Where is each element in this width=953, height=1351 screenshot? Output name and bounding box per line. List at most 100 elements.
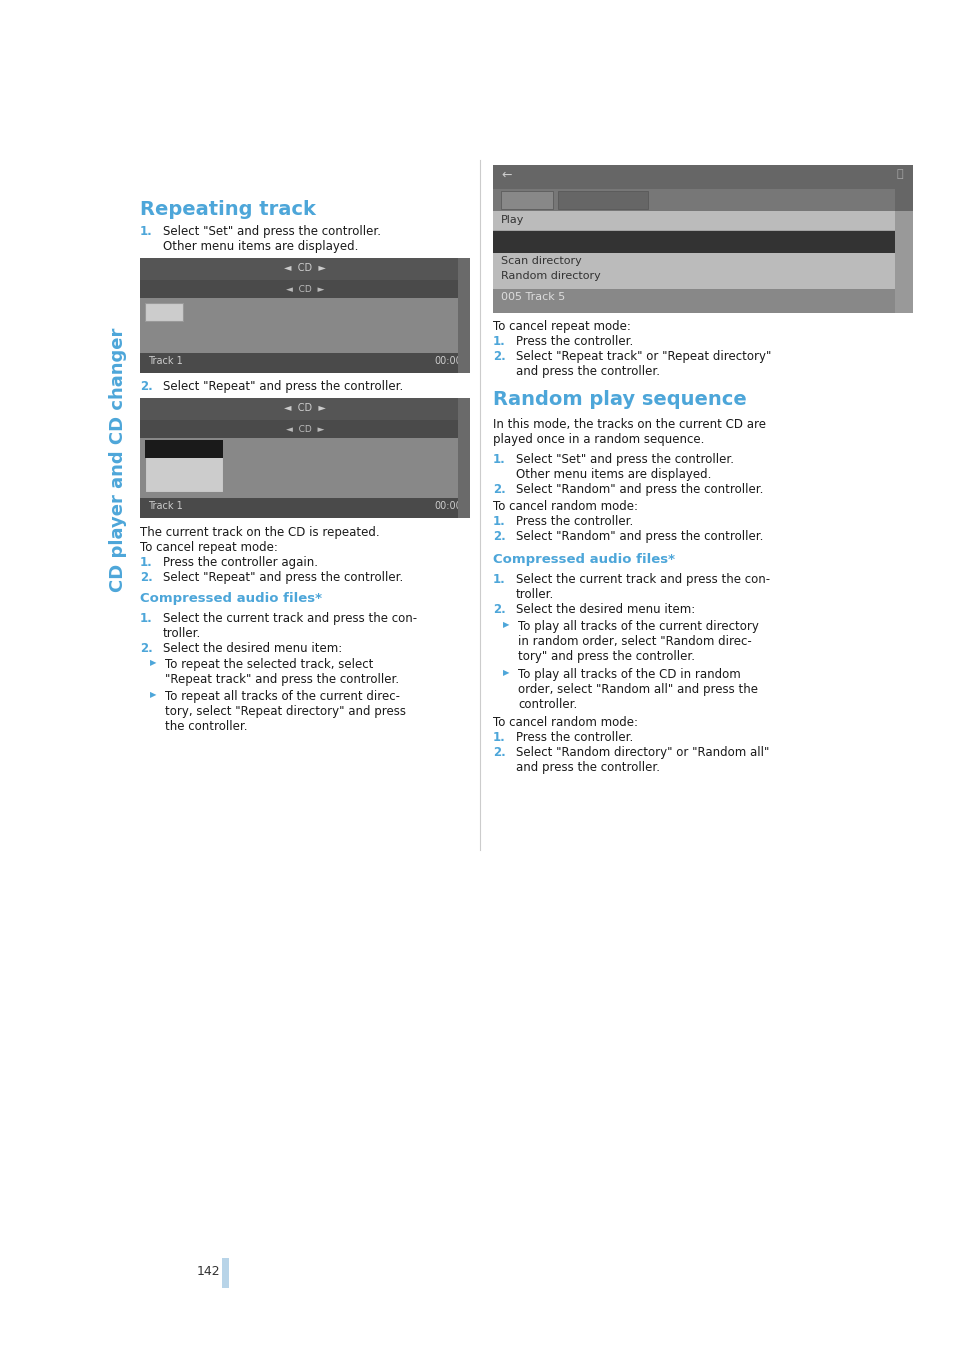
Text: 2.: 2. — [140, 380, 152, 393]
Text: Press the controller again.: Press the controller again. — [163, 557, 317, 569]
Text: To repeat all tracks of the current direc-: To repeat all tracks of the current dire… — [165, 690, 399, 703]
Text: To cancel repeat mode:: To cancel repeat mode: — [140, 540, 277, 554]
Text: ◄  CD  ►: ◄ CD ► — [286, 426, 324, 434]
Text: CD player and CD changer: CD player and CD changer — [109, 328, 127, 592]
Text: 1.: 1. — [493, 573, 505, 586]
Text: Press the controller.: Press the controller. — [516, 335, 633, 349]
Bar — [493, 231, 894, 253]
Text: Select "Repeat track" or "Repeat directory": Select "Repeat track" or "Repeat directo… — [516, 350, 771, 363]
Text: 005 Track 5: 005 Track 5 — [500, 292, 565, 303]
Bar — [140, 299, 470, 353]
Text: Compressed audio files*: Compressed audio files* — [493, 553, 675, 566]
Bar — [140, 258, 470, 280]
Text: ▶: ▶ — [502, 620, 509, 630]
Text: 142: 142 — [196, 1265, 220, 1278]
Text: ▶: ▶ — [150, 690, 156, 698]
Text: Other menu items are displayed.: Other menu items are displayed. — [516, 467, 711, 481]
Text: Select the desired menu item:: Select the desired menu item: — [163, 642, 342, 655]
Bar — [140, 438, 470, 499]
Text: tory" and press the controller.: tory" and press the controller. — [517, 650, 695, 663]
Text: Play: Play — [500, 215, 524, 226]
Text: and press the controller.: and press the controller. — [516, 365, 659, 378]
Text: Select the current track and press the con-: Select the current track and press the c… — [516, 573, 769, 586]
Text: ▲: ▲ — [461, 267, 466, 274]
Bar — [140, 420, 470, 438]
Text: the controller.: the controller. — [165, 720, 247, 734]
Text: ◄  CD  ►: ◄ CD ► — [286, 285, 324, 295]
Text: To play all tracks of the CD in random: To play all tracks of the CD in random — [517, 667, 740, 681]
Text: 2.: 2. — [493, 530, 505, 543]
Text: "Repeat track" and press the controller.: "Repeat track" and press the controller. — [165, 673, 398, 686]
Text: 2.: 2. — [493, 746, 505, 759]
Text: 00:00: 00:00 — [434, 357, 461, 366]
Text: Press the controller.: Press the controller. — [516, 731, 633, 744]
Text: Select the desired menu item:: Select the desired menu item: — [516, 603, 695, 616]
Text: 2.: 2. — [493, 350, 505, 363]
Text: Random directory: Random directory — [500, 272, 600, 281]
Bar — [140, 280, 470, 299]
Text: 1.: 1. — [493, 335, 505, 349]
Text: In this mode, the tracks on the current CD are: In this mode, the tracks on the current … — [493, 417, 765, 431]
Text: troller.: troller. — [163, 627, 201, 640]
Text: troller.: troller. — [516, 588, 554, 601]
Text: ⓘ: ⓘ — [896, 169, 902, 178]
Text: ► Directory 4: ► Directory 4 — [559, 193, 619, 203]
Text: Set: Set — [154, 305, 173, 315]
Text: The current track on the CD is repeated.: The current track on the CD is repeated. — [140, 526, 379, 539]
Text: 1.: 1. — [493, 731, 505, 744]
Bar — [493, 165, 912, 313]
Text: Select "Random" and press the controller.: Select "Random" and press the controller… — [516, 530, 762, 543]
Text: ▼: ▼ — [900, 295, 906, 304]
Text: ◄  CD  ►: ◄ CD ► — [284, 403, 326, 413]
Text: ▶: ▶ — [150, 658, 156, 667]
Text: ←: ← — [500, 169, 511, 182]
Text: Select "Random directory" or "Random all": Select "Random directory" or "Random all… — [516, 746, 768, 759]
Bar — [457, 399, 470, 517]
Text: To repeat the selected track, select: To repeat the selected track, select — [165, 658, 373, 671]
Bar — [493, 189, 912, 211]
Bar — [145, 440, 223, 492]
Text: in random order, select "Random direc-: in random order, select "Random direc- — [517, 635, 751, 648]
Bar — [493, 289, 894, 313]
Bar — [457, 258, 470, 373]
Text: ▲: ▲ — [900, 193, 906, 203]
Bar — [894, 211, 912, 313]
Text: 1.: 1. — [493, 515, 505, 528]
Text: 1.: 1. — [140, 612, 152, 626]
Text: Track 1: Track 1 — [148, 501, 183, 511]
Text: 00:00: 00:00 — [434, 501, 461, 511]
Text: 2.: 2. — [140, 571, 152, 584]
Text: Select "Set" and press the controller.: Select "Set" and press the controller. — [516, 453, 733, 466]
Text: ▼: ▼ — [461, 361, 466, 367]
Bar — [493, 211, 894, 313]
Text: 1.: 1. — [140, 226, 152, 238]
Text: Press the controller.: Press the controller. — [516, 515, 633, 528]
Text: To cancel random mode:: To cancel random mode: — [493, 716, 638, 730]
Text: order, select "Random all" and press the: order, select "Random all" and press the — [517, 684, 758, 696]
Bar — [140, 399, 470, 517]
Text: tory, select "Repeat directory" and press: tory, select "Repeat directory" and pres… — [165, 705, 406, 717]
Text: Repeating track: Repeating track — [140, 200, 315, 219]
Text: 1.: 1. — [140, 557, 152, 569]
Bar — [222, 1258, 229, 1288]
Text: Repeat: Repeat — [167, 442, 201, 453]
Text: played once in a random sequence.: played once in a random sequence. — [493, 434, 703, 446]
Text: ► Root: ► Root — [502, 193, 533, 203]
Text: To cancel repeat mode:: To cancel repeat mode: — [493, 320, 630, 332]
Text: Other menu items are displayed.: Other menu items are displayed. — [163, 240, 358, 253]
Bar — [500, 190, 553, 209]
Text: Random: Random — [164, 474, 204, 484]
Bar — [140, 399, 470, 420]
Text: Select "Repeat" and press the controller.: Select "Repeat" and press the controller… — [163, 571, 403, 584]
Bar — [894, 189, 912, 211]
Bar — [140, 353, 470, 373]
Text: 2.: 2. — [140, 642, 152, 655]
Text: To cancel random mode:: To cancel random mode: — [493, 500, 638, 513]
Bar — [558, 190, 647, 209]
Bar — [140, 258, 470, 373]
Text: Random play sequence: Random play sequence — [493, 390, 746, 409]
Text: ▶: ▶ — [502, 667, 509, 677]
Text: Select "Repeat" and press the controller.: Select "Repeat" and press the controller… — [163, 380, 403, 393]
Text: Select the current track and press the con-: Select the current track and press the c… — [163, 612, 416, 626]
Text: 2.: 2. — [493, 484, 505, 496]
